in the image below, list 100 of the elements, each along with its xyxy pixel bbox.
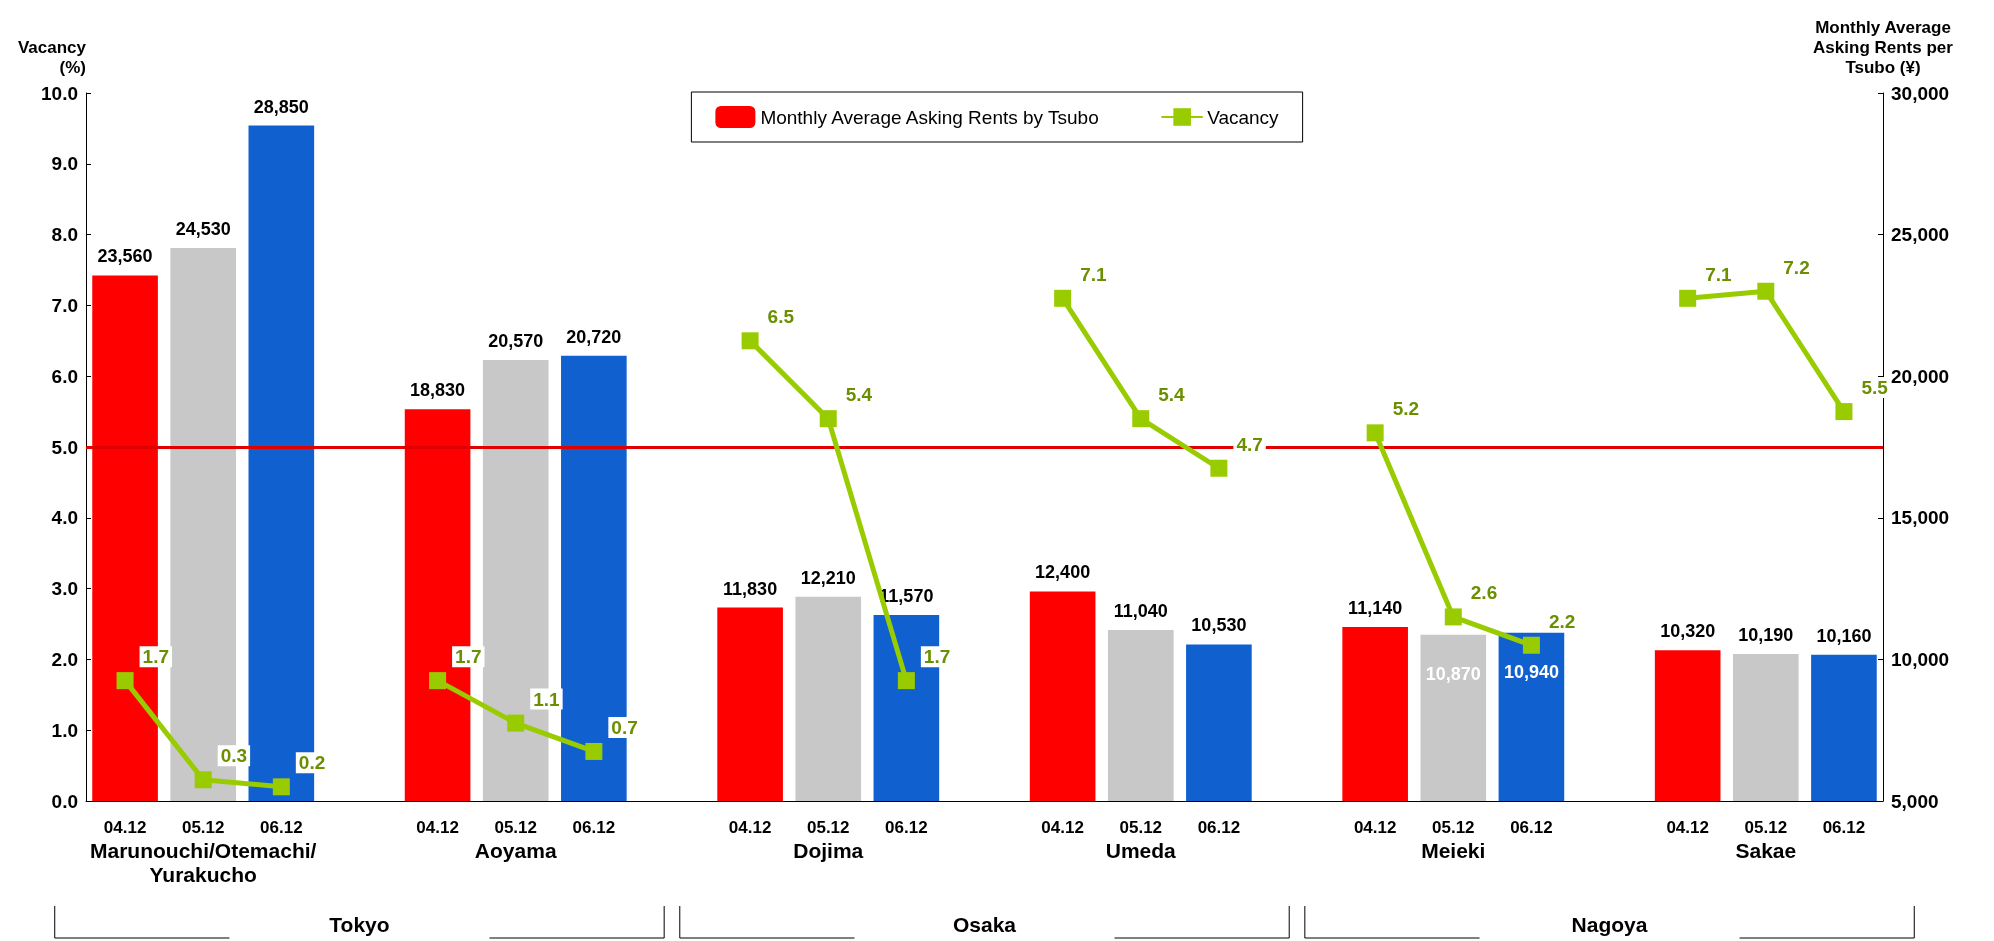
data-label: 5.2 bbox=[1392, 398, 1420, 420]
data-label: 1.1 bbox=[533, 688, 561, 710]
y2-tick-label: 15,000 bbox=[1891, 507, 1950, 529]
x-tick-label: 05.12 bbox=[494, 818, 537, 837]
x-tick-label: 04.12 bbox=[1666, 818, 1709, 837]
data-label: 12,400 bbox=[1035, 562, 1091, 583]
point bbox=[1366, 424, 1384, 442]
x-tick-label: 06.12 bbox=[885, 818, 928, 837]
data-label: 10,190 bbox=[1738, 625, 1794, 646]
y-axis-title: Vacancy (%) bbox=[17, 37, 87, 77]
point bbox=[1679, 289, 1697, 307]
data-label: 10,530 bbox=[1191, 615, 1247, 636]
data-label: 4.7 bbox=[1236, 433, 1263, 455]
point bbox=[1835, 403, 1853, 421]
text: Marunouchi/Otemachi/ Yurakucho bbox=[90, 838, 317, 886]
legend-label: Vacancy bbox=[1207, 106, 1280, 128]
data-label: 11,830 bbox=[723, 578, 778, 599]
y-tick-label: 3.0 bbox=[51, 578, 78, 600]
x-tick-label: 06.12 bbox=[1197, 818, 1241, 837]
y2-tick-label: 25,000 bbox=[1891, 224, 1950, 246]
data-label: 24,530 bbox=[175, 218, 231, 239]
data-label: 0.7 bbox=[611, 716, 638, 738]
text: Dojima bbox=[793, 838, 864, 862]
data-label: 1.7 bbox=[455, 646, 482, 668]
x-tick-label: 04.12 bbox=[416, 818, 459, 837]
point bbox=[897, 672, 915, 690]
y-tick-label: 1.0 bbox=[51, 719, 78, 741]
data-label: 10,940 bbox=[1503, 661, 1559, 682]
y2-tick-label: 10,000 bbox=[1891, 648, 1950, 670]
y-tick-label: 5.0 bbox=[51, 436, 78, 458]
point bbox=[1054, 289, 1072, 307]
x-tick-label: 04.12 bbox=[728, 818, 772, 837]
point bbox=[1757, 282, 1775, 300]
text: Sakae bbox=[1735, 838, 1797, 862]
y-tick-label: 0.0 bbox=[51, 790, 78, 812]
data-label: 1.7 bbox=[923, 646, 951, 668]
data-label: 1.7 bbox=[142, 646, 169, 668]
data-label: 20,570 bbox=[488, 331, 544, 352]
data-label: 5.5 bbox=[1861, 377, 1889, 399]
x-tick-label: 06.12 bbox=[572, 818, 616, 837]
point bbox=[1210, 459, 1228, 477]
point bbox=[1444, 608, 1462, 626]
data-label: 2.2 bbox=[1548, 610, 1576, 632]
x-tick-label: 05.12 bbox=[1432, 818, 1475, 837]
point bbox=[1132, 410, 1150, 428]
y2-tick-label: 5,000 bbox=[1891, 790, 1939, 812]
data-label: 5.4 bbox=[845, 384, 873, 406]
point bbox=[194, 771, 212, 789]
data-label: 20,720 bbox=[566, 326, 622, 347]
point bbox=[272, 778, 290, 796]
x-tick-label: 06.12 bbox=[1510, 818, 1553, 837]
data-label: 10,160 bbox=[1816, 625, 1872, 646]
y-tick-label: 4.0 bbox=[51, 507, 78, 529]
point bbox=[585, 742, 603, 760]
data-label: 12,210 bbox=[800, 567, 856, 588]
x-tick-label: 04.12 bbox=[1353, 818, 1397, 837]
data-label: 11,140 bbox=[1348, 598, 1403, 619]
data-label: 2.6 bbox=[1470, 582, 1498, 604]
text: Nagoya bbox=[1571, 912, 1648, 936]
x-tick-label: 05.12 bbox=[181, 818, 225, 837]
data-label: 23,560 bbox=[97, 246, 153, 267]
data-label: 0.2 bbox=[298, 752, 326, 774]
y-tick-label: 6.0 bbox=[51, 365, 78, 387]
x-tick-label: 06.12 bbox=[260, 818, 303, 837]
point bbox=[741, 332, 759, 350]
point bbox=[116, 672, 134, 690]
data-label: 5.4 bbox=[1158, 384, 1186, 406]
text: Aoyama bbox=[474, 838, 557, 862]
data-label: 7.1 bbox=[1080, 263, 1107, 285]
data-label: 7.1 bbox=[1705, 263, 1733, 285]
text: Umeda bbox=[1105, 838, 1177, 862]
x-tick-label: 05.12 bbox=[1744, 818, 1788, 837]
text: Osaka bbox=[952, 912, 1017, 936]
text: Tokyo bbox=[329, 912, 390, 936]
point bbox=[507, 714, 525, 732]
y2-axis-title: Monthly Average Asking Rents per Tsubo (¥) bbox=[1813, 17, 1954, 77]
data-label: 10,320 bbox=[1660, 621, 1716, 642]
data-label: 0.3 bbox=[220, 745, 248, 767]
x-tick-label: 05.12 bbox=[806, 818, 850, 837]
x-tick-label: 05.12 bbox=[1119, 818, 1163, 837]
y2-tick-label: 20,000 bbox=[1891, 365, 1950, 387]
y-tick-label: 7.0 bbox=[51, 294, 78, 316]
point bbox=[1522, 636, 1540, 654]
y-tick-label: 8.0 bbox=[51, 224, 78, 246]
y-tick-label: 2.0 bbox=[51, 648, 78, 670]
data-label: 7.2 bbox=[1783, 256, 1810, 278]
data-label: 6.5 bbox=[767, 306, 795, 328]
data-label: 28,850 bbox=[253, 96, 309, 117]
y-tick-label: 9.0 bbox=[51, 153, 78, 175]
x-tick-label: 04.12 bbox=[1041, 818, 1084, 837]
x-tick-label: 06.12 bbox=[1822, 818, 1866, 837]
y2-tick-label: 30,000 bbox=[1891, 82, 1950, 104]
text: Meieki bbox=[1421, 838, 1486, 862]
point bbox=[429, 672, 447, 690]
point bbox=[819, 410, 837, 428]
x-tick-label: 04.12 bbox=[103, 818, 147, 837]
y-tick-label: 10.0 bbox=[41, 82, 78, 104]
data-label: 11,040 bbox=[1113, 600, 1168, 621]
legend-label: Monthly Average Asking Rents by Tsubo bbox=[760, 106, 1099, 128]
data-label: 18,830 bbox=[410, 380, 466, 401]
